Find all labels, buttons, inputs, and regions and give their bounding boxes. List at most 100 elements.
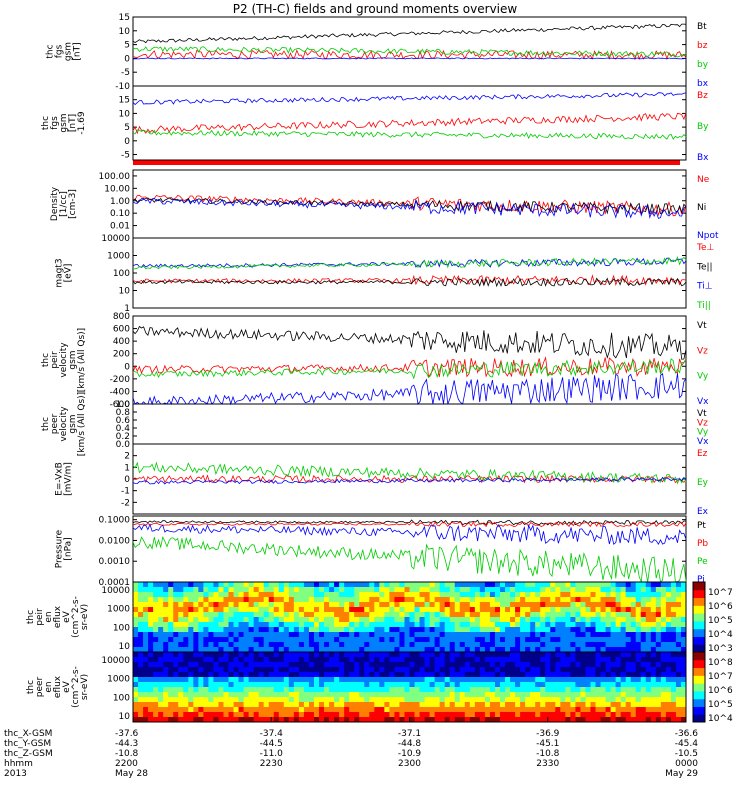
spectrogram-cell (183, 707, 189, 713)
spectrogram-cell (173, 667, 179, 673)
spectrogram-cell (469, 662, 476, 668)
spectrogram-cell (429, 702, 436, 708)
spectrogram-cell (133, 617, 139, 623)
y-tick-label: 0.10 (110, 209, 130, 219)
spectrogram-cell (670, 587, 677, 593)
colorbar-segment (693, 667, 705, 676)
spectrogram-cell (640, 717, 647, 723)
spectrogram-cell (615, 707, 622, 713)
spectrogram-cell (600, 687, 606, 693)
spectrogram-cell (283, 612, 290, 618)
spectrogram-cell (203, 592, 209, 598)
spectrogram-cell (680, 642, 687, 648)
spectrogram-cell (444, 662, 451, 668)
spectrogram-cell (565, 712, 571, 718)
spectrogram-cell (293, 682, 300, 688)
spectrogram-cell (253, 712, 260, 718)
y-tick-label: 800 (113, 312, 130, 322)
series-Te⊥ (132, 274, 687, 287)
spectrogram-cell (193, 682, 199, 688)
spectrogram-cell (379, 717, 385, 723)
spectrogram-cell (489, 637, 496, 643)
spectrogram-cell (233, 607, 239, 613)
spectrogram-cell (334, 682, 340, 688)
spectrogram-cell (268, 702, 275, 708)
spectrogram-cell (610, 687, 617, 693)
spectrogram-cell (615, 597, 622, 603)
spectrogram-cell (198, 682, 204, 688)
spectrogram-cell (424, 662, 431, 668)
spectrogram-cell (298, 717, 305, 723)
y-tick-label: -600 (110, 400, 131, 410)
spectrogram-cell (535, 582, 541, 588)
spectrogram-cell (223, 632, 229, 638)
spectrogram-cell (143, 587, 149, 593)
spectrogram-cell (660, 687, 667, 693)
spectrogram-cell (153, 712, 159, 718)
spectrogram-cell (313, 632, 320, 638)
spectrogram-cell (143, 652, 149, 658)
spectrogram-cell (183, 612, 189, 618)
spectrogram-cell (293, 662, 300, 668)
spectrogram-cell (344, 602, 350, 608)
spectrogram-cell (479, 607, 486, 613)
spectrogram-cell (273, 582, 280, 588)
spectrogram-cell (555, 597, 561, 603)
spectrogram-cell (258, 702, 265, 708)
y-axis-label: peer (50, 413, 60, 434)
spectrogram-cell (349, 642, 355, 648)
spectrogram-cell (530, 642, 536, 648)
spectrogram-cell (620, 692, 627, 698)
spectrogram-cell (670, 637, 677, 643)
spectrogram-cell (605, 602, 611, 608)
spectrogram-cell (575, 587, 581, 593)
spectrogram-cell (670, 602, 677, 608)
spectrogram-cell (268, 622, 275, 628)
spectrogram-cell (253, 717, 260, 723)
spectrogram-cell (419, 582, 425, 588)
spectrogram-cell (409, 602, 415, 608)
spectrogram-cell (203, 702, 209, 708)
y-axis-label: sr-eV) (80, 674, 90, 700)
spectrogram-cell (575, 632, 581, 638)
spectrogram-cell (555, 607, 561, 613)
spectrogram-cell (635, 697, 642, 703)
footer-value: -45.4 (675, 739, 699, 749)
spectrogram-cell (565, 687, 571, 693)
spectrogram-cell (364, 642, 370, 648)
spectrogram-cell (193, 662, 199, 668)
spectrogram-cell (605, 702, 611, 708)
spectrogram-cell (138, 697, 144, 703)
spectrogram-cell (324, 687, 330, 693)
spectrogram-cell (570, 642, 576, 648)
spectrogram-cell (163, 647, 169, 653)
spectrogram-cell (630, 637, 637, 643)
spectrogram-cell (630, 692, 637, 698)
spectrogram-cell (600, 672, 606, 678)
spectrogram-cell (444, 667, 451, 673)
spectrogram-cell (203, 587, 209, 593)
spectrogram-cell (374, 597, 380, 603)
spectrogram-cell (585, 657, 591, 663)
spectrogram-cell (640, 612, 647, 618)
spectrogram-cell (439, 642, 446, 648)
spectrogram-cell (459, 687, 466, 693)
spectrogram-cell (535, 652, 541, 658)
spectrogram-cell (424, 642, 431, 648)
spectrogram-cell (313, 692, 320, 698)
spectrogram-cell (138, 657, 144, 663)
spectrogram-cell (595, 602, 601, 608)
spectrogram-cell (489, 592, 496, 598)
spectrogram-cell (590, 637, 596, 643)
spectrogram-cell (660, 602, 667, 608)
spectrogram-cell (288, 622, 295, 628)
spectrogram-cell (630, 652, 637, 658)
spectrogram-cell (489, 672, 496, 678)
spectrogram-cell (555, 637, 561, 643)
spectrogram-cell (484, 647, 491, 653)
spectrogram-cell (655, 662, 662, 668)
legend-Pt: Pt (697, 521, 706, 531)
spectrogram-cell (484, 592, 491, 598)
spectrogram-cell (143, 632, 149, 638)
